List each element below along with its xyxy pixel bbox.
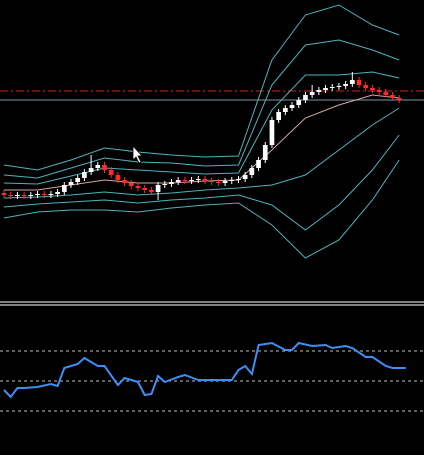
candle-body	[356, 80, 362, 85]
candle-body	[122, 180, 127, 183]
candle-body	[155, 185, 161, 192]
candle-body	[229, 180, 235, 181]
candle-body	[262, 145, 268, 160]
candle-body	[182, 180, 188, 181]
candle-body	[236, 179, 241, 180]
candle-body	[95, 165, 101, 168]
band-line	[3, 134, 400, 231]
candle-body	[309, 92, 315, 95]
candle-body	[256, 160, 261, 168]
price-panel	[0, 4, 424, 259]
candle-body	[349, 80, 355, 84]
candle-body	[149, 190, 154, 192]
candle-body	[195, 179, 201, 180]
candle-body	[276, 112, 281, 120]
candle-body	[115, 175, 121, 180]
candle-body	[82, 172, 87, 178]
candle-body	[363, 85, 369, 88]
candle-body	[162, 184, 168, 185]
candle-body	[222, 181, 228, 183]
candle-body	[108, 170, 114, 175]
candle-body	[370, 88, 375, 90]
oscillator-line	[3, 341, 406, 399]
candle-body	[396, 98, 402, 100]
candle-body	[303, 95, 308, 100]
candle-body	[249, 168, 255, 175]
candle-body	[8, 195, 14, 196]
candle-body	[336, 86, 342, 87]
candle-body	[216, 182, 221, 183]
candle-body	[102, 165, 107, 170]
candle-body	[202, 179, 208, 181]
band-line	[3, 71, 400, 185]
candle-body	[209, 181, 215, 182]
candle-body	[1, 193, 7, 195]
band-line	[3, 39, 400, 179]
candle-body	[55, 192, 60, 194]
candle-body	[376, 90, 382, 92]
candle-body	[28, 195, 34, 196]
candle-body	[75, 178, 81, 182]
candle-body	[169, 182, 174, 184]
candle-body	[323, 88, 328, 90]
candle-body	[135, 186, 141, 188]
candle-body	[296, 100, 302, 105]
candle-body	[383, 92, 389, 95]
candle-body	[289, 105, 295, 108]
candle-body	[242, 175, 248, 179]
band-line	[3, 4, 400, 171]
mouse-cursor	[132, 144, 143, 164]
candle-body	[21, 195, 27, 196]
candle-body	[48, 194, 54, 195]
candle-body	[142, 188, 148, 190]
candle-body	[128, 183, 134, 186]
candle-body	[283, 108, 288, 112]
candle-body	[175, 180, 181, 182]
candle-body	[35, 194, 40, 195]
candle-body	[329, 87, 335, 88]
candle-body	[189, 180, 194, 181]
candle-body	[41, 194, 47, 195]
candle-body	[61, 185, 67, 192]
candle-body	[68, 182, 74, 185]
candle-body	[343, 84, 348, 86]
band-line	[3, 107, 400, 199]
band-line	[3, 159, 400, 259]
oscillator-panel	[0, 341, 424, 412]
candle-body	[390, 95, 395, 98]
candle-body	[88, 168, 94, 172]
candle-body	[316, 90, 322, 92]
candle-body	[15, 195, 20, 196]
candle-body	[269, 120, 275, 145]
